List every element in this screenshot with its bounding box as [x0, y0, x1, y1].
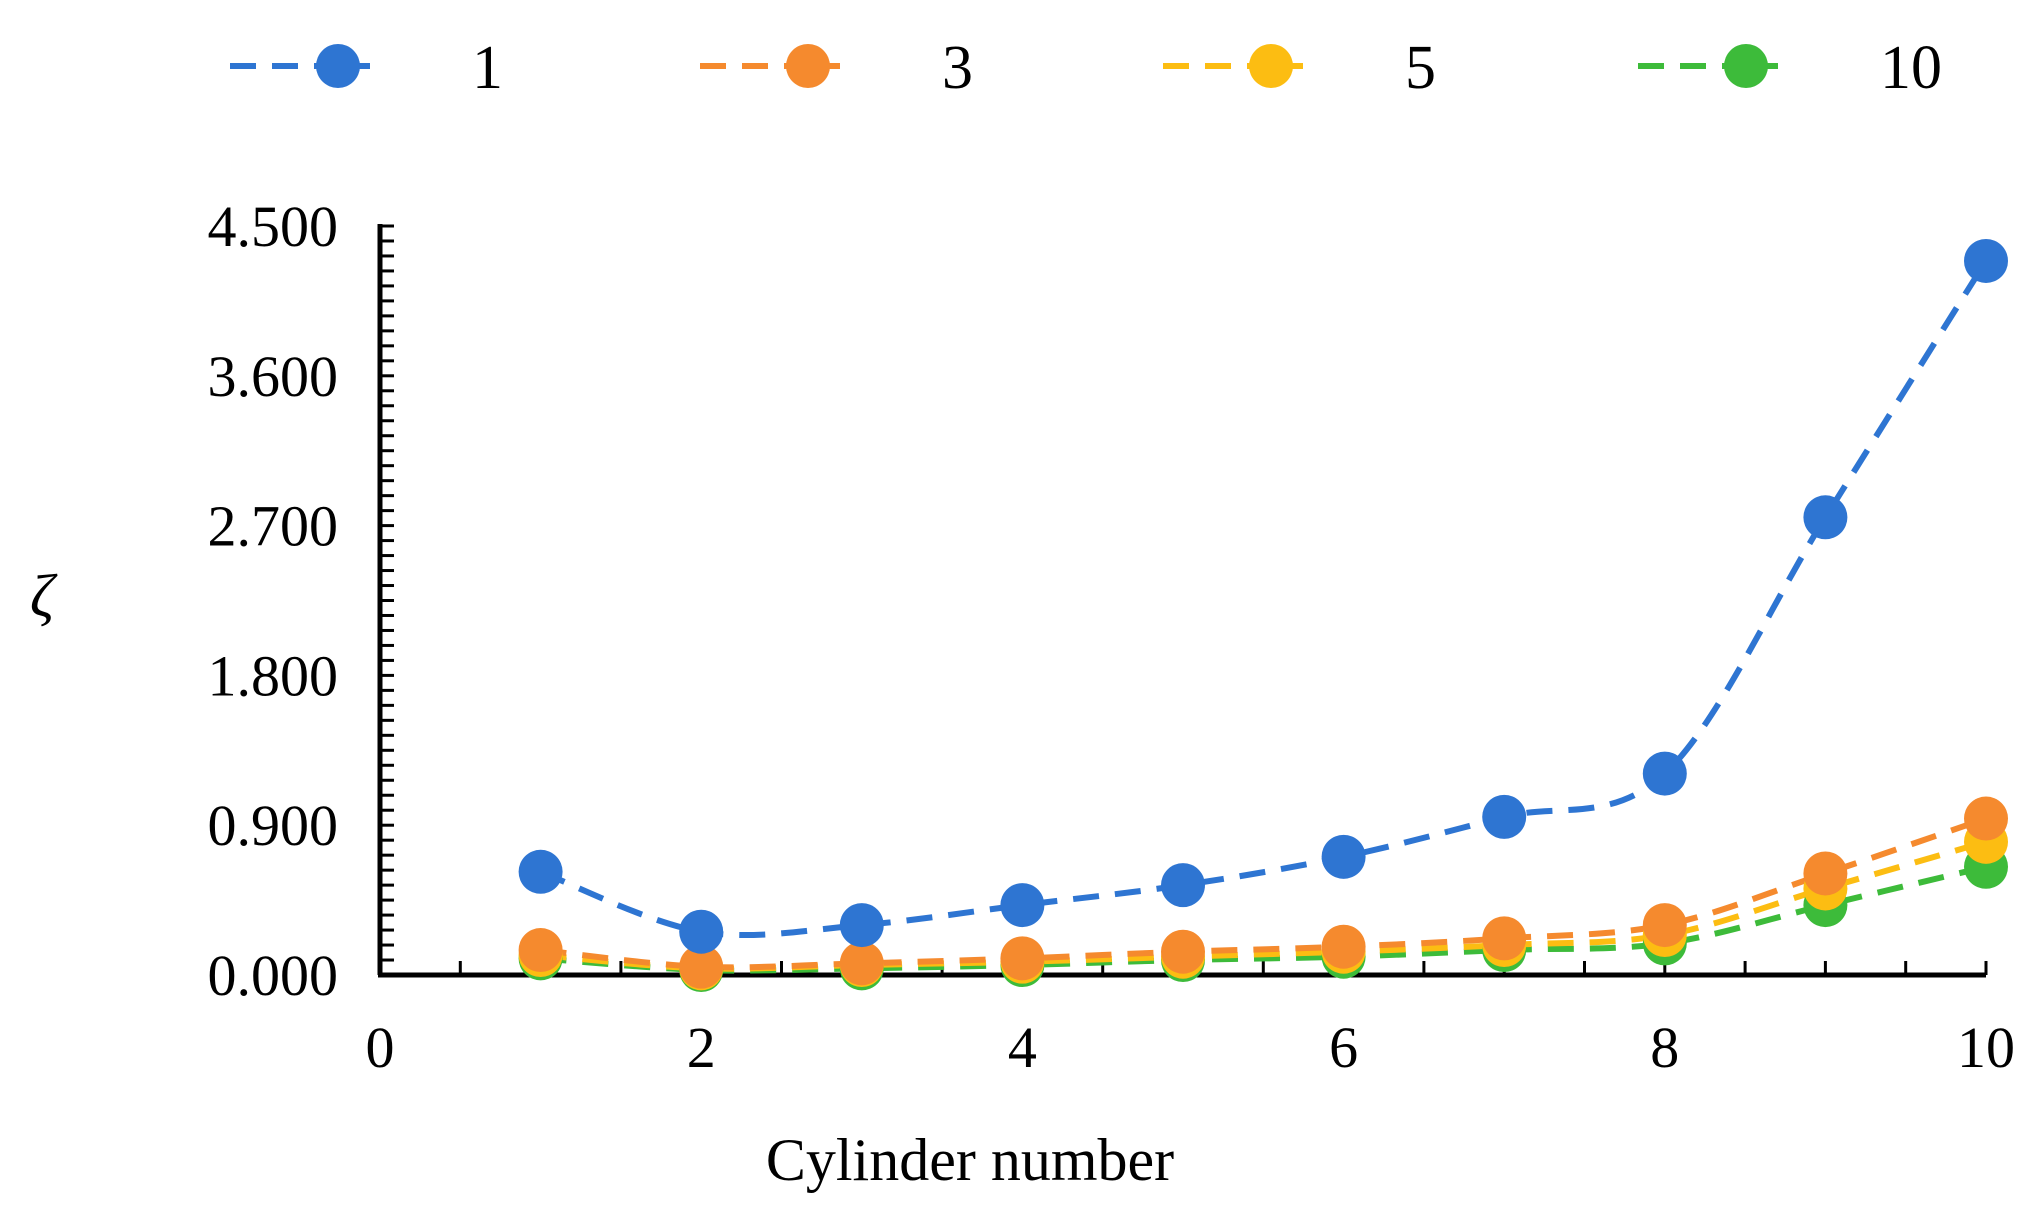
data-point-series-3	[1000, 936, 1045, 981]
x-tick-label: 6	[1329, 1015, 1358, 1080]
data-point-series-1	[1964, 238, 2008, 283]
y-tick-labels: 0.000 0.900 1.800 2.700 3.600 4.500	[208, 194, 339, 1008]
series-line-10	[540, 863, 1987, 974]
data-point-series-3	[1161, 929, 1205, 974]
legend-item-10: 10	[1638, 34, 1942, 102]
plot-area: 0.000 0.900 1.800 2.700 3.600 4.500 0 2 4 6 8 10	[208, 194, 2016, 1080]
legend-item-1: 1	[230, 34, 503, 102]
y-tick-label: 3.600	[208, 344, 339, 409]
data-point-series-1	[518, 849, 563, 894]
legend-marker-10	[1724, 44, 1768, 88]
x-tick-label: 10	[1957, 1015, 2015, 1080]
series-line-3	[540, 815, 1987, 971]
legend-marker-5	[1249, 44, 1293, 88]
x-tick-label: 8	[1650, 1015, 1679, 1080]
series-lines	[539, 259, 1989, 974]
data-point-series-1	[1161, 863, 1205, 908]
x-tick-label: 4	[1008, 1015, 1037, 1080]
data-point-series-3	[1964, 796, 2008, 841]
data-point-series-3	[839, 941, 884, 986]
y-tick-label: 0.900	[208, 793, 339, 858]
x-axis-title: Cylinder number	[766, 1127, 1174, 1193]
x-tick-labels: 0 2 4 6 8 10	[366, 1015, 2016, 1080]
data-point-series-1	[1321, 834, 1366, 879]
series-line-5	[540, 838, 1987, 972]
data-point-series-1	[839, 903, 884, 948]
data-point-series-3	[679, 944, 724, 989]
data-point-series-1	[1482, 794, 1527, 839]
data-point-series-3	[1482, 916, 1527, 961]
legend-label-3: 3	[942, 34, 973, 102]
y-tick-label: 1.800	[208, 643, 339, 708]
x-tick-label: 2	[687, 1015, 716, 1080]
data-point-series-1	[1803, 495, 1848, 540]
legend-marker-1	[316, 44, 360, 88]
data-point-series-1	[1000, 883, 1045, 928]
data-point-series-3	[518, 928, 563, 973]
legend-item-5: 5	[1163, 34, 1436, 102]
data-point-series-3	[1803, 851, 1848, 896]
legend-label-5: 5	[1405, 34, 1436, 102]
legend-marker-3	[786, 44, 830, 88]
x-tick-label: 0	[366, 1015, 395, 1080]
data-point-series-1	[679, 909, 724, 954]
legend-item-3: 3	[700, 34, 973, 102]
data-point-series-3	[1321, 924, 1366, 969]
y-tick-label: 0.000	[208, 943, 339, 1008]
series-markers	[518, 238, 2008, 993]
legend-label-1: 1	[472, 34, 503, 102]
y-axis-title: ζ	[30, 563, 58, 629]
legend-label-10: 10	[1880, 34, 1942, 102]
y-tick-label: 4.500	[208, 194, 339, 259]
y-tick-label: 2.700	[208, 494, 339, 559]
data-point-series-3	[1642, 903, 1687, 948]
data-point-series-1	[1642, 751, 1687, 796]
legend: 1 3 5 10	[230, 34, 1942, 102]
series-line-1	[539, 259, 1989, 939]
